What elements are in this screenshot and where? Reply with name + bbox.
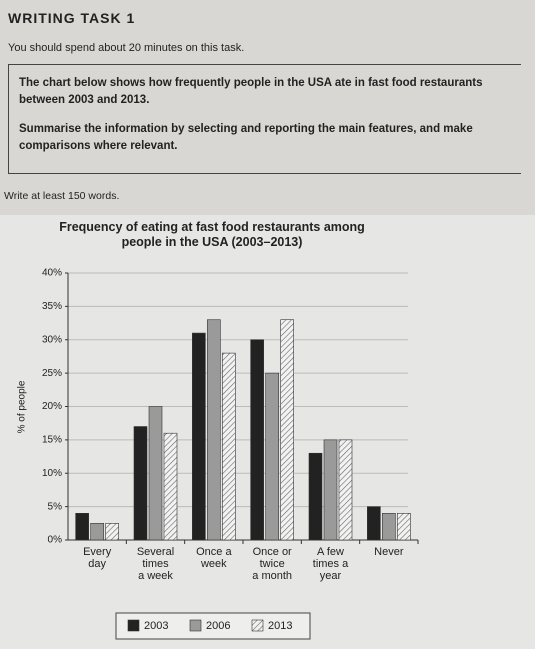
bar [75, 512, 89, 541]
x-tick-line: Once a [196, 546, 232, 558]
x-tick-line: week [200, 558, 227, 570]
legend-label: 2003 [144, 620, 168, 632]
x-tick-line: Every [83, 546, 112, 558]
title-line: Frequency of eating at fast food restaur… [59, 220, 365, 234]
title-line: people in the USA (2003–2013) [122, 235, 303, 249]
legend-label: 2006 [206, 620, 230, 632]
x-tick-line: twice [260, 558, 285, 570]
bar [280, 319, 294, 541]
legend-swatch [251, 619, 264, 632]
y-tick-label: 10% [42, 468, 62, 479]
legend-box [115, 612, 311, 640]
x-tick-label: Every day [83, 546, 112, 570]
chart: Frequency of eating at fast food restaur… [0, 215, 535, 649]
legend-label: 2013 [268, 620, 292, 632]
y-tick-label: 35% [42, 301, 62, 312]
prompt: The chart below shows how frequently peo… [19, 77, 483, 106]
y-tick-label: 40% [42, 268, 62, 279]
bar [192, 332, 206, 541]
legend-swatch [127, 619, 140, 632]
task-sheet: WRITING TASK 1 You should spend about 20… [0, 0, 535, 215]
y-tick-label: 15% [42, 435, 62, 446]
x-tick-line: a week [138, 570, 173, 582]
y-tick-label: 25% [42, 368, 62, 379]
bar [90, 523, 104, 541]
x-tick-label: A few times a year [313, 546, 349, 582]
bar [222, 352, 236, 541]
bar [367, 506, 381, 541]
bar [133, 426, 148, 541]
bar [105, 523, 119, 541]
y-tick-label: 5% [48, 501, 63, 512]
x-tick-line: A few [317, 546, 344, 558]
x-tick-label: Once or twice a month [252, 546, 292, 582]
bar [163, 432, 178, 541]
y-axis-label: % of people [17, 380, 28, 433]
bar [250, 339, 264, 541]
bar [207, 319, 221, 541]
x-tick-line: times [142, 558, 169, 570]
x-tick-line: Several [137, 546, 174, 558]
x-tick-line: a month [252, 570, 292, 582]
chart-title: Frequency of eating at fast food restaur… [59, 220, 365, 249]
bar [308, 452, 323, 541]
x-tick-label: Never [374, 546, 404, 558]
y-tick-label: 30% [42, 334, 62, 345]
x-tick-line: day [88, 558, 106, 570]
x-tick-label: Once a week [196, 546, 232, 570]
x-tick-line: Once or [253, 546, 292, 558]
x-tick-line: Never [374, 546, 404, 558]
x-tick-line: year [320, 570, 342, 582]
x-tick-line: times a [313, 558, 349, 570]
bar [265, 372, 279, 541]
bar [397, 512, 411, 541]
prompt-box: The chart below shows how frequently peo… [8, 64, 521, 174]
bar [148, 406, 163, 541]
heading: WRITING TASK 1 [8, 10, 136, 26]
word-count: Write at least 150 words. [4, 190, 120, 202]
task-text: Summarise the information by selecting a… [19, 123, 473, 152]
bar [323, 439, 338, 541]
instruction: You should spend about 20 minutes on thi… [8, 42, 245, 54]
bar [338, 439, 353, 541]
bar [382, 512, 396, 541]
x-tick-label: Several times a week [137, 546, 174, 582]
y-tick-label: 20% [42, 401, 62, 412]
legend-swatch [189, 619, 202, 632]
y-tick-label: 0% [48, 535, 63, 546]
